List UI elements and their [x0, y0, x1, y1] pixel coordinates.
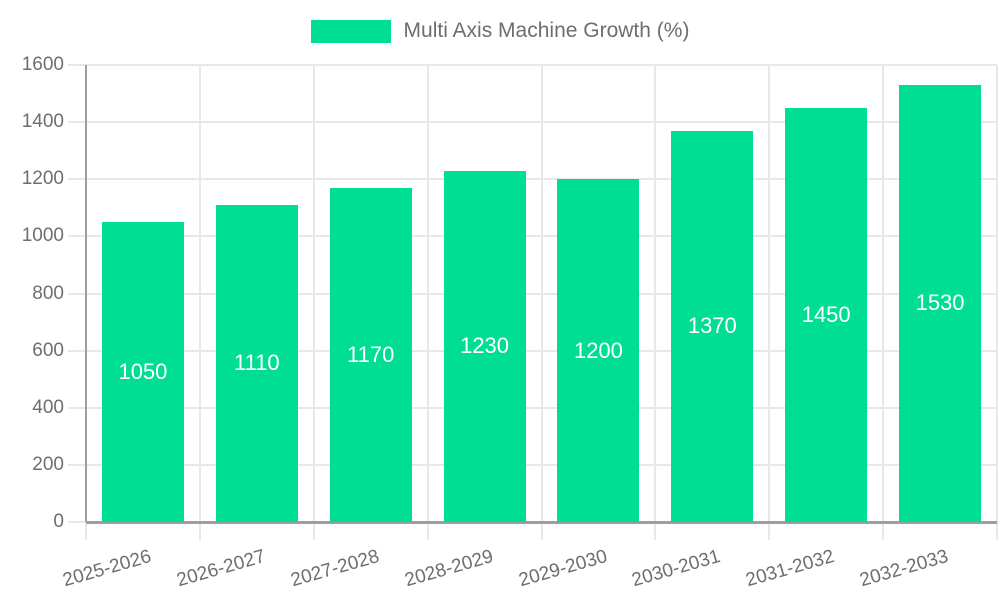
bar[interactable]: 1370	[671, 130, 754, 522]
x-axis-label: 2027-2028	[288, 546, 382, 592]
y-axis-label: 800	[32, 282, 64, 304]
y-gridline	[68, 178, 997, 181]
y-gridline	[68, 121, 997, 124]
x-axis-label: 2028-2029	[402, 546, 496, 592]
legend-label: Multi Axis Machine Growth (%)	[403, 19, 690, 42]
x-gridline	[198, 65, 201, 540]
x-gridline	[882, 65, 885, 540]
x-axis-line	[86, 521, 997, 524]
bar-value-label: 1450	[801, 301, 851, 327]
bar-value-label: 1370	[687, 313, 737, 339]
x-axis-label: 2029-2030	[516, 546, 610, 592]
bar[interactable]: 1170	[329, 187, 412, 522]
y-gridline	[68, 406, 997, 409]
y-axis-label: 1400	[21, 111, 64, 133]
x-axis-label: 2032-2033	[857, 546, 951, 592]
bar-value-label: 1200	[573, 337, 623, 363]
x-axis-label: 2031-2032	[743, 546, 837, 592]
x-axis-label: 2026-2027	[174, 546, 268, 592]
bar[interactable]: 1110	[215, 204, 298, 522]
bar[interactable]: 1450	[785, 107, 868, 522]
x-gridline	[540, 65, 543, 540]
x-gridline	[654, 65, 657, 540]
bar-value-label: 1170	[347, 341, 395, 367]
y-axis-label: 400	[32, 396, 64, 418]
bar-value-label: 1230	[460, 333, 510, 359]
x-gridline	[768, 65, 771, 540]
bar-value-label: 1110	[233, 350, 280, 376]
y-gridline	[68, 349, 997, 352]
y-axis-label: 1000	[21, 225, 64, 247]
y-axis-label: 1600	[21, 54, 64, 75]
bar[interactable]: 1200	[557, 179, 640, 522]
y-axis-label: 600	[32, 339, 64, 361]
y-gridline	[68, 463, 997, 466]
x-gridline	[312, 65, 315, 540]
y-gridline	[68, 292, 997, 295]
x-gridline	[996, 65, 998, 540]
y-axis-label: 1200	[21, 168, 64, 190]
bar[interactable]: 1050	[101, 222, 184, 522]
y-gridline	[68, 64, 997, 66]
bar-value-label: 1530	[915, 290, 965, 316]
x-gridline	[426, 65, 429, 540]
bar[interactable]: 1230	[443, 170, 526, 522]
y-axis-label: 0	[53, 511, 64, 532]
x-axis-label: 2025-2026	[60, 546, 154, 592]
legend: Multi Axis Machine Growth (%)	[0, 17, 1000, 45]
y-gridline	[68, 235, 997, 238]
y-axis-line	[85, 65, 87, 522]
y-axis-label: 200	[32, 453, 64, 475]
legend-swatch-icon	[310, 19, 391, 43]
x-axis-label: 2030-2031	[629, 546, 724, 592]
legend-item[interactable]: Multi Axis Machine Growth (%)	[310, 19, 690, 43]
bar[interactable]: 1530	[899, 84, 982, 522]
bar-value-label: 1050	[118, 359, 168, 385]
